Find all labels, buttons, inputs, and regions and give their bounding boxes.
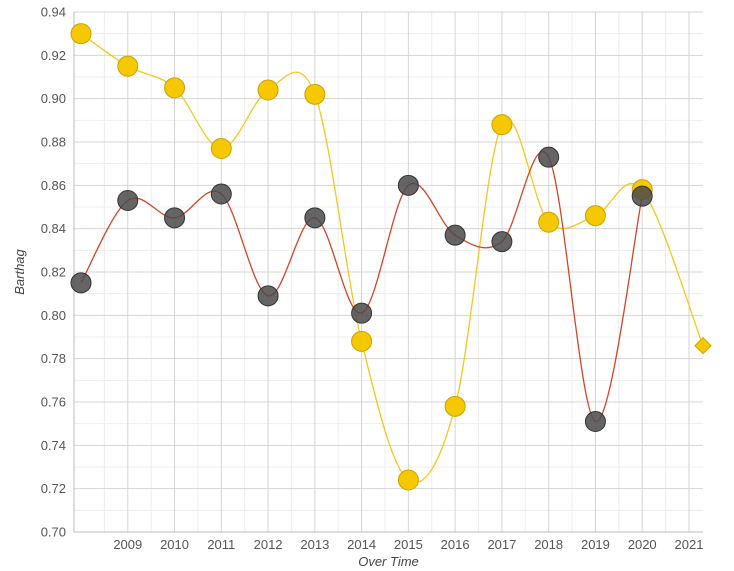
series-2-point (304, 207, 326, 229)
x-tick-label: 2019 (581, 537, 610, 552)
y-tick-label: 0.90 (41, 91, 66, 106)
x-tick-label: 2014 (347, 537, 376, 552)
y-tick-label: 0.78 (41, 351, 66, 366)
y-tick-label: 0.74 (41, 438, 66, 453)
series-1-point (210, 138, 232, 159)
x-tick-label: 2018 (534, 537, 563, 552)
series-1-point (538, 211, 560, 233)
x-tick-label: 2016 (441, 537, 470, 552)
series-2-point (117, 190, 139, 211)
axes (73, 12, 703, 533)
y-tick-label: 0.82 (41, 265, 66, 280)
y-tick-label: 0.76 (41, 395, 66, 410)
y-tick-label: 0.80 (41, 308, 66, 323)
series-2-point (397, 174, 419, 196)
series-2-point (70, 272, 92, 294)
y-axis-title: Barthag (12, 248, 27, 294)
series-1-projection-point (694, 336, 712, 355)
x-tick-label: 2010 (160, 537, 189, 552)
series-2-point (538, 146, 560, 168)
grid (74, 11, 703, 533)
series-2-point (444, 224, 466, 246)
y-tick-label: 0.72 (41, 481, 66, 496)
series-1-point (70, 23, 92, 45)
series-2-point (164, 207, 186, 229)
y-tick-label: 0.86 (41, 178, 66, 193)
x-tick-label: 2012 (254, 537, 283, 552)
tick-labels: 0.70 0.72 0.74 0.76 0.78 0.80 0.82 0.84 0.86 0.88… (41, 5, 704, 553)
y-tick-label: 0.70 (41, 525, 66, 540)
series-2-point (257, 285, 279, 307)
x-tick-label: 2013 (300, 537, 329, 552)
y-tick-label: 0.88 (41, 135, 66, 150)
series-1-point (304, 83, 326, 105)
series-1-point (491, 114, 513, 136)
series-1-point (584, 205, 606, 227)
series-2-line (80, 151, 643, 423)
y-tick-label: 0.92 (41, 48, 66, 63)
x-tick-label: 2020 (628, 537, 657, 552)
x-tick-label: 2021 (675, 537, 704, 552)
x-tick-label: 2015 (394, 537, 423, 552)
x-tick-label: 2009 (113, 537, 142, 552)
x-tick-label: 2011 (207, 537, 235, 552)
series-1-point (257, 79, 279, 101)
x-axis-title: Over Time (358, 554, 419, 569)
y-tick-label: 0.94 (41, 5, 66, 20)
series-2-point (631, 185, 653, 207)
series-1-point (444, 395, 466, 417)
series-1-point (397, 469, 419, 491)
y-tick-label: 0.84 (41, 221, 66, 236)
series-2-point (210, 183, 232, 205)
series-2-point (584, 411, 606, 432)
series-1-point (351, 330, 373, 352)
x-tick-label: 2017 (487, 537, 516, 552)
series-1-point (164, 77, 186, 99)
series-2-point (491, 231, 513, 253)
series-2-point (351, 302, 373, 324)
series-points (70, 23, 712, 491)
series-1-point (117, 55, 139, 77)
